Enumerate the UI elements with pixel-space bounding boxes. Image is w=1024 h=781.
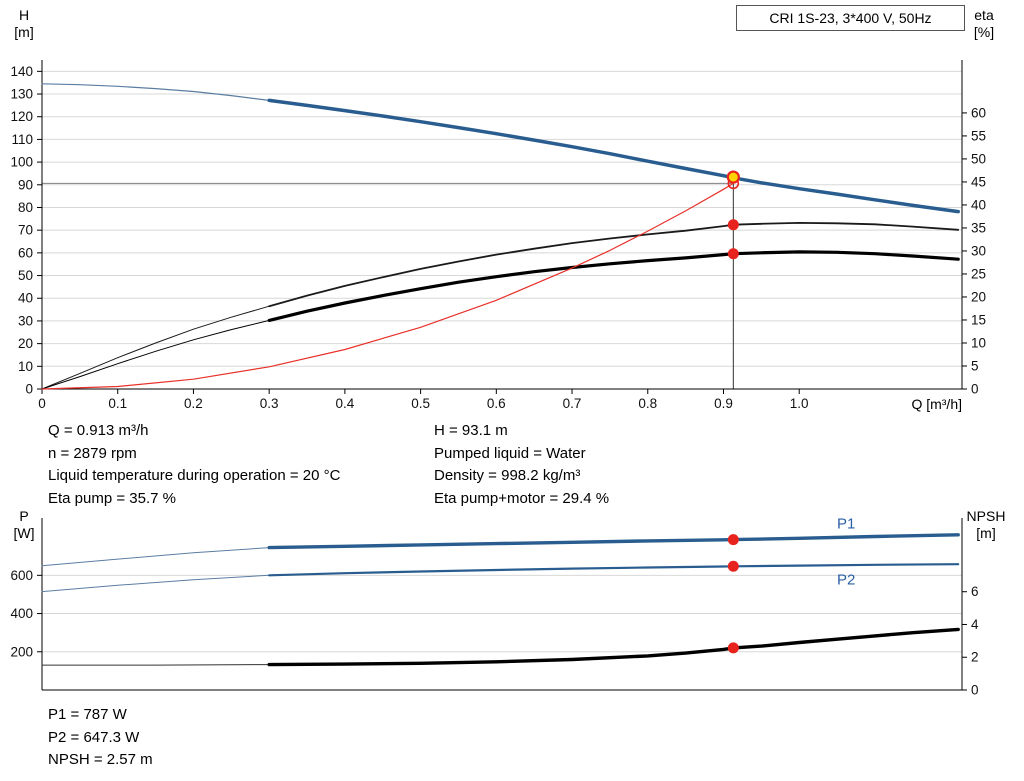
- duty-eta-pump-motor-point: [727, 248, 739, 260]
- right-tick-label: 50: [971, 151, 986, 166]
- left-tick-label: 50: [18, 268, 33, 283]
- annotation-flow: Q = 0.913 m³/h: [48, 422, 149, 439]
- x-tick-label: 0.5: [411, 396, 430, 411]
- left-tick-label: 600: [10, 568, 33, 583]
- duty-npsh-point: [727, 642, 739, 654]
- left-tick-label: 20: [18, 336, 33, 351]
- duty-eta-pump-point: [727, 219, 739, 231]
- duty-p2-point: [727, 560, 739, 572]
- eta-pump-motor-curve-low-flow: [41, 319, 270, 390]
- duty-data-left-column: Q = 0.913 m³/h n = 2879 rpm Liquid tempe…: [48, 420, 340, 510]
- x-tick-label: 0.6: [487, 396, 506, 411]
- right-tick-label: 15: [971, 312, 986, 327]
- annotation-density: Density = 998.2 kg/m³: [434, 467, 581, 484]
- left-tick-label: 90: [18, 177, 33, 192]
- pump-model-label: CRI 1S-23, 3*400 V, 50Hz: [736, 5, 965, 31]
- q-axis-title: Q [m³/h]: [911, 396, 962, 412]
- p1-curve-low-flow: [41, 547, 270, 567]
- x-tick-label: 0.4: [335, 396, 354, 411]
- right-tick-label: 5: [971, 358, 979, 373]
- right-tick-label: 45: [971, 174, 986, 189]
- right-tick-label: 60: [971, 105, 986, 120]
- x-tick-label: 0: [38, 396, 46, 411]
- x-tick-label: 0.8: [638, 396, 657, 411]
- annotation-p1: P1 = 787 W: [48, 706, 127, 723]
- p1-curve: [267, 533, 960, 550]
- x-tick-label: 0.9: [714, 396, 733, 411]
- x-tick-label: 0.2: [184, 396, 203, 411]
- right-tick-label: 20: [971, 289, 986, 304]
- h-axis-title-line2: [m]: [14, 24, 34, 40]
- left-tick-label: 400: [10, 606, 33, 621]
- right-tick-label: 2: [971, 650, 979, 665]
- power-npsh-values: P1 = 787 W P2 = 647.3 W NPSH = 2.57 m: [48, 704, 153, 772]
- duty-p1-point: [727, 534, 739, 546]
- p2-curve: [268, 563, 960, 577]
- duty-data-right-column: H = 93.1 m Pumped liquid = Water Density…: [434, 420, 609, 510]
- qh-curve-low-flow: [41, 83, 270, 102]
- x-tick-label: 0.3: [260, 396, 279, 411]
- p-axis-title-line1: P: [19, 508, 29, 524]
- npsh-curve: [267, 627, 960, 667]
- right-tick-label: 25: [971, 266, 986, 281]
- annotation-npsh: NPSH = 2.57 m: [48, 751, 153, 768]
- annotation-head: H = 93.1 m: [434, 422, 508, 439]
- left-tick-label: 10: [18, 359, 33, 374]
- annotation-eta-pump: Eta pump = 35.7 %: [48, 489, 176, 507]
- left-tick-label: 30: [18, 313, 33, 328]
- right-tick-label: 6: [971, 584, 979, 599]
- npsh-axis-title-line2: [m]: [976, 525, 996, 541]
- p2-curve-low-flow: [41, 574, 270, 593]
- eta-pump-curve-low-flow: [41, 305, 270, 390]
- left-tick-label: 130: [10, 87, 33, 102]
- right-tick-label: 0: [971, 382, 979, 397]
- npsh-axis-title-line1: NPSH: [966, 508, 1006, 524]
- annotation-eta-pump-motor: Eta pump+motor = 29.4 %: [434, 489, 610, 507]
- annotation-p2: P2 = 647.3 W: [48, 728, 140, 746]
- qh-curve: [267, 98, 960, 214]
- left-tick-label: 0: [25, 382, 33, 397]
- x-tick-label: 0.1: [108, 396, 127, 411]
- eta-axis-title-line1: eta: [974, 7, 994, 23]
- right-tick-label: 0: [971, 683, 979, 698]
- p-axis-title-line2: [W]: [13, 525, 35, 541]
- eta-axis-title: eta [%]: [962, 7, 1006, 41]
- left-tick-label: 60: [18, 245, 33, 260]
- left-tick-label: 40: [18, 291, 33, 306]
- right-tick-label: 4: [971, 617, 979, 632]
- annotation-speed: n = 2879 rpm: [48, 444, 137, 462]
- annotation-pumped-liquid: Pumped liquid = Water: [434, 444, 586, 462]
- annotation-liquid-temp: Liquid temperature during operation = 20…: [48, 467, 341, 484]
- h-axis-title-line1: H: [18, 7, 30, 23]
- left-tick-label: 70: [18, 223, 33, 238]
- left-tick-label: 120: [10, 109, 33, 124]
- right-tick-label: 30: [971, 243, 986, 258]
- system-curve: [41, 182, 734, 390]
- x-tick-label: 1.0: [790, 396, 809, 411]
- p2-curve-label: P2: [837, 572, 855, 589]
- npsh-curve-low-flow: [41, 664, 270, 666]
- left-tick-label: 200: [10, 644, 33, 659]
- eta-pump-motor-curve: [267, 250, 960, 322]
- right-tick-label: 55: [971, 128, 986, 143]
- right-tick-label: 40: [971, 197, 986, 212]
- qh-eta-chart: 0 10 20 30 40 50 60 70 80 90 100 110 120 130 140 0 5 10 15…: [10, 60, 986, 411]
- p-axis-title: P [W]: [6, 508, 42, 542]
- right-tick-label: 10: [971, 335, 986, 350]
- eta-axis-title-line2: [%]: [973, 24, 995, 40]
- left-tick-label: 80: [18, 200, 33, 215]
- h-axis-title: H [m]: [6, 7, 42, 41]
- duty-point: [726, 170, 740, 184]
- left-tick-label: 140: [10, 64, 33, 79]
- eta-pump-curve: [268, 221, 960, 308]
- left-tick-label: 110: [11, 132, 33, 147]
- p1-curve-label: P1: [837, 516, 855, 533]
- left-tick-label: 100: [10, 155, 33, 170]
- npsh-axis-title: NPSH [m]: [956, 508, 1016, 542]
- x-tick-label: 0.7: [563, 396, 582, 411]
- right-tick-label: 35: [971, 220, 986, 235]
- power-npsh-chart: 200 400 600 0 2 4 6 P1 P2: [10, 516, 979, 698]
